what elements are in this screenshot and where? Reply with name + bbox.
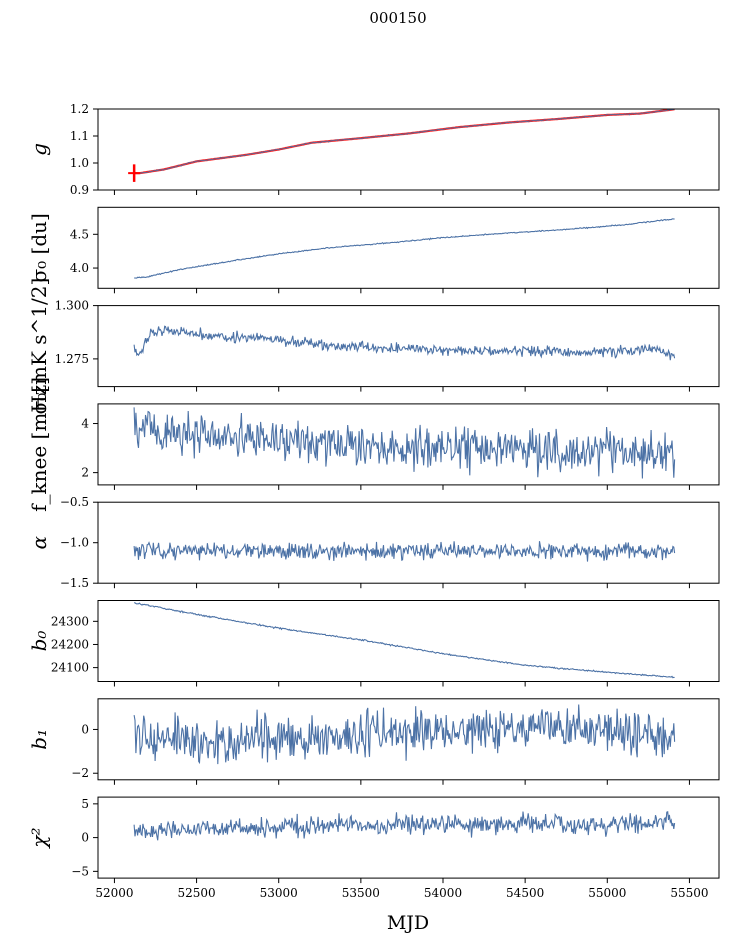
y-tick-label-g: 0.9 <box>70 183 89 197</box>
axes-frame-b0 <box>97 600 720 682</box>
series-line-b1 <box>133 704 676 765</box>
fit-line-g <box>134 109 675 175</box>
y-axis-label-b1: b₁ <box>27 729 51 750</box>
x-tick-label: 53500 <box>342 886 380 900</box>
y-tick-label-b1: 0 <box>81 722 89 736</box>
series-line-alpha <box>133 541 676 562</box>
series-line-fknee <box>133 407 676 479</box>
x-tick-label: 55500 <box>670 886 708 900</box>
y-axis-label-fknee: f_knee [mHz] <box>27 377 51 512</box>
series-overlay-g <box>134 109 675 174</box>
y-tick-label-b0: 24100 <box>51 661 89 675</box>
y-axis-label-sigma0_du: σ₀ [du] <box>27 213 51 282</box>
y-tick-label-alpha: −1.0 <box>60 536 89 550</box>
y-axis-label-chi2: χ² <box>27 828 51 850</box>
axes-frame-chi2 <box>97 796 720 879</box>
y-tick-label-sigma0_du: 4.0 <box>70 261 89 275</box>
y-axis-label-sigma0_mK: σ₀[mK s^1/2] <box>27 278 51 415</box>
panel-chi2: 52000 52500 53000 53500 54000 54500 55000 55500… <box>27 796 720 900</box>
y-tick-label-b1: −2 <box>71 766 89 780</box>
y-axis-label-alpha: α <box>27 535 51 549</box>
y-axis-label-b0: b₀ <box>27 631 51 652</box>
figure-suptitle: 000150 <box>369 9 426 27</box>
series-line-g <box>133 109 675 174</box>
x-tick-label: 54000 <box>424 886 462 900</box>
panels-container: 0.9 1.0 1.1 1.2 g 4.0 4.5 σ₀ [du] 1.275 1.300 σ₀[m… <box>27 102 720 900</box>
x-tick-label: 53000 <box>260 886 298 900</box>
panel-alpha: −1.5 −1.0 −0.5 α <box>27 495 720 590</box>
panel-sigma0_mK: 1.275 1.300 σ₀[mK s^1/2] <box>27 278 720 415</box>
y-tick-label-chi2: 0 <box>81 831 89 845</box>
axes-frame-sigma0_du <box>97 206 720 289</box>
axes-frame-sigma0_mK <box>97 305 720 388</box>
panel-b1: −2 0 b₁ <box>27 698 720 785</box>
y-tick-label-b0: 24300 <box>51 614 89 628</box>
y-tick-label-alpha: −0.5 <box>60 495 89 509</box>
axes-frame-fknee <box>97 403 720 486</box>
x-tick-label: 54500 <box>506 886 544 900</box>
series-line-b0 <box>133 602 675 679</box>
panel-sigma0_du: 4.0 4.5 σ₀ [du] <box>27 206 720 294</box>
y-tick-label-sigma0_mK: 1.300 <box>55 299 89 313</box>
x-tick-label: 55000 <box>588 886 626 900</box>
panel-fknee: 2 4 f_knee [mHz] <box>27 377 720 512</box>
x-tick-label: 52500 <box>177 886 215 900</box>
y-tick-label-chi2: −5 <box>71 864 89 878</box>
y-tick-label-fknee: 2 <box>81 466 89 480</box>
y-tick-label-sigma0_du: 4.5 <box>70 227 89 241</box>
y-tick-label-alpha: −1.5 <box>60 576 89 590</box>
y-tick-label-g: 1.0 <box>70 156 89 170</box>
y-tick-label-chi2: 5 <box>81 797 89 811</box>
axes-frame-g <box>97 108 720 191</box>
series-line-sigma0_du <box>134 218 675 279</box>
x-axis-label: MJD <box>387 912 429 934</box>
series-line-chi2 <box>133 811 676 841</box>
y-tick-label-fknee: 4 <box>81 417 89 431</box>
y-tick-label-g: 1.2 <box>70 102 89 116</box>
y-tick-label-sigma0_mK: 1.275 <box>55 352 89 366</box>
series-line-sigma0_mK <box>133 325 676 361</box>
panel-g: 0.9 1.0 1.1 1.2 g <box>27 102 720 197</box>
y-axis-label-g: g <box>27 143 51 156</box>
y-tick-label-g: 1.1 <box>70 129 89 143</box>
y-tick-label-b0: 24200 <box>51 637 89 651</box>
axes-frame-b1 <box>97 698 720 781</box>
x-tick-label: 52000 <box>95 886 133 900</box>
